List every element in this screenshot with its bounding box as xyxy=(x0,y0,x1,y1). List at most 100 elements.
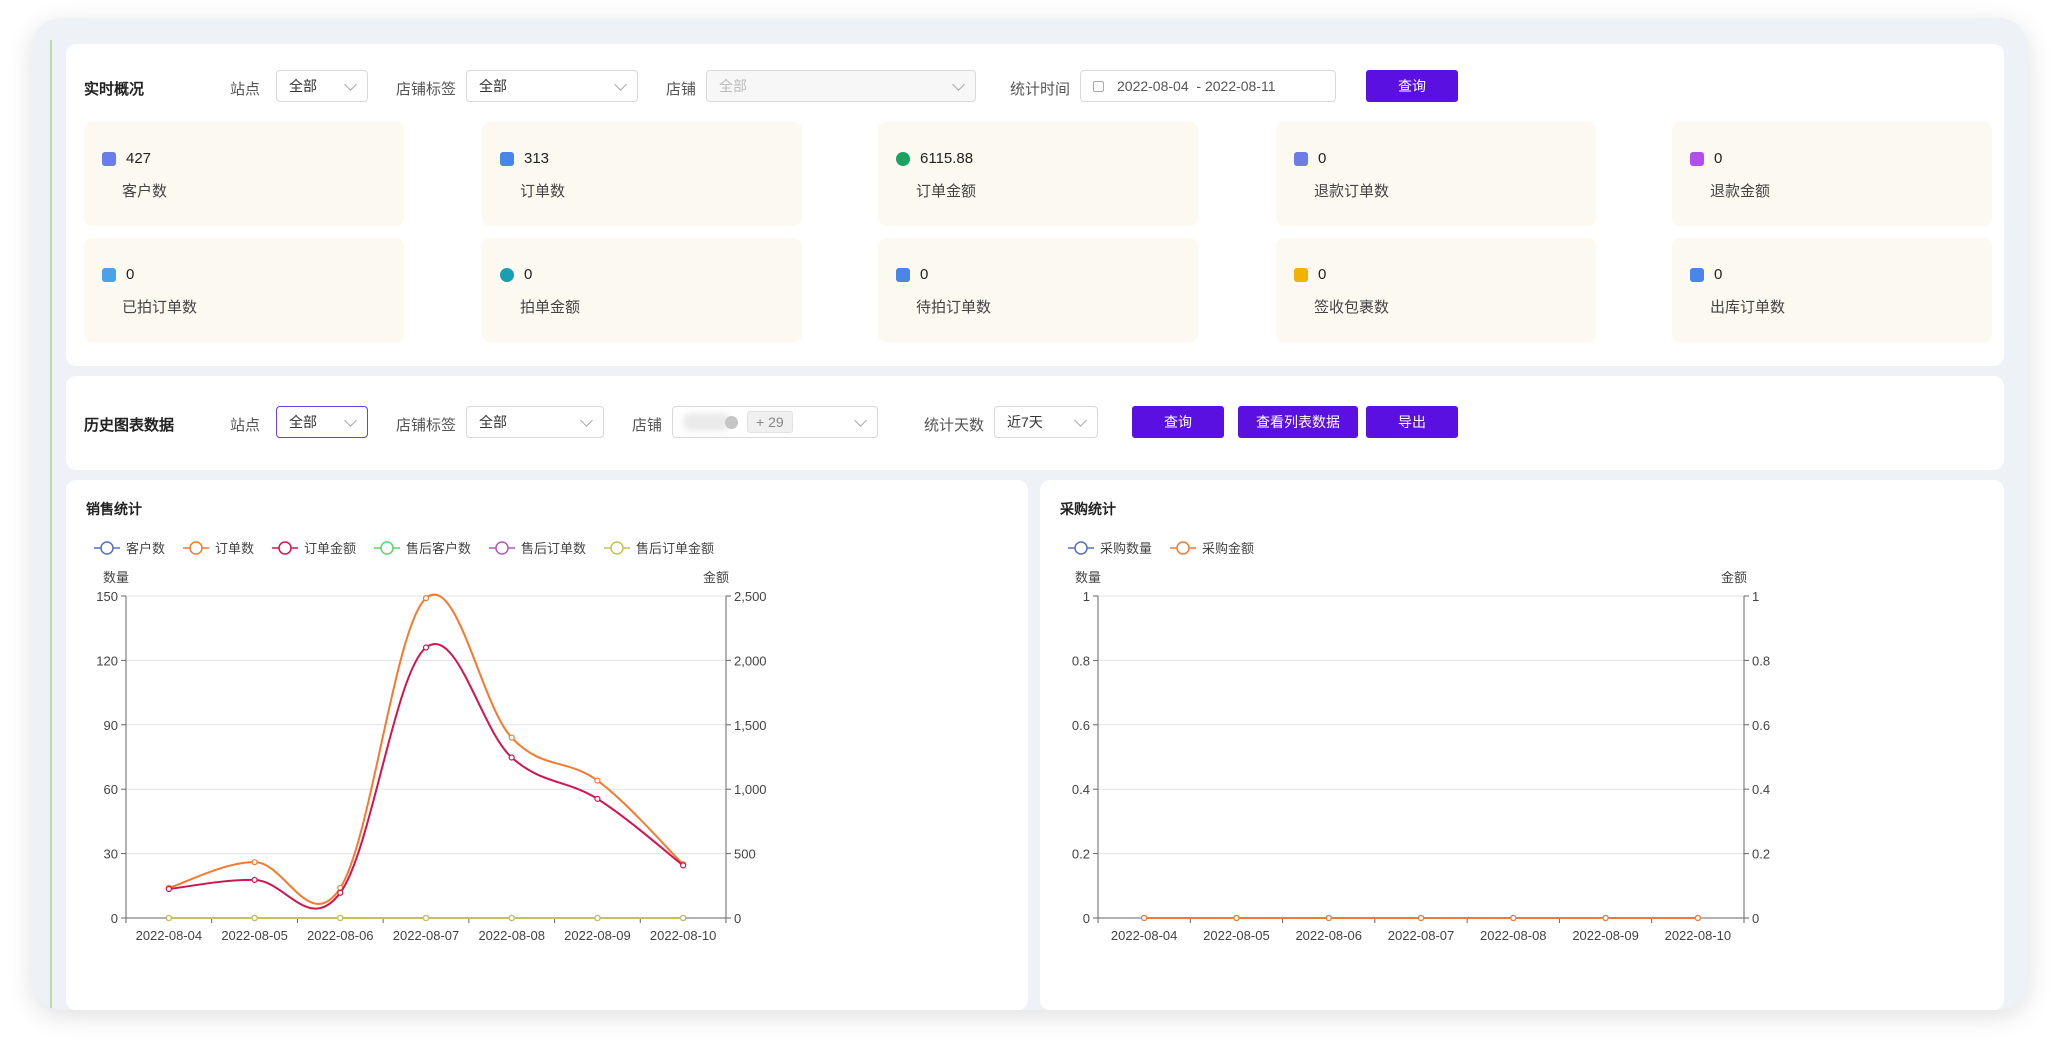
stat-card: 0 退款订单数 xyxy=(1276,122,1596,226)
history-shop-label: 店铺 xyxy=(632,417,663,434)
stat-value: 0 xyxy=(1318,266,1327,283)
legend-item[interactable]: 客户数 xyxy=(94,541,165,556)
x-tick-label: 2022-08-06 xyxy=(307,928,374,943)
legend-item[interactable]: 采购数量 xyxy=(1068,541,1152,556)
days-label: 统计天数 xyxy=(924,417,985,434)
shop-tag-select-value: 全部 xyxy=(479,78,507,94)
legend-label: 售后客户数 xyxy=(406,541,471,556)
sales-chart-panel: 销售统计 客户数 订单数 订单金额 售后客户数 售后订单数 售后订单金额 数量 金额 0 0 30 50… xyxy=(66,480,1028,1010)
stat-card: 0 出库订单数 xyxy=(1672,238,1992,342)
time-label: 统计时间 xyxy=(1010,81,1071,98)
chart-title: 采购统计 xyxy=(1059,501,1116,517)
data-point xyxy=(165,885,172,893)
app-frame: 实时概况 站点 全部 店铺标签 全部 店铺 全部 统计时间 2022-08-04… xyxy=(32,18,2028,1010)
realtime-title: 实时概况 xyxy=(84,81,145,98)
stat-label: 已拍订单数 xyxy=(122,299,198,316)
data-point xyxy=(251,914,258,922)
y-tick-label: 1 xyxy=(1083,589,1090,604)
y2-tick-label: 0 xyxy=(734,911,741,926)
data-point xyxy=(594,795,601,802)
date-end: 2022-08-11 xyxy=(1204,78,1276,94)
data-point xyxy=(680,862,687,869)
legend-marker xyxy=(495,541,509,555)
x-tick-label: 2022-08-05 xyxy=(221,928,287,943)
stat-label: 订单金额 xyxy=(916,183,977,200)
person-icon xyxy=(1294,268,1308,282)
data-point xyxy=(594,914,601,922)
y2-tick-label: 0.4 xyxy=(1752,782,1770,797)
y-axis-title: 数量 xyxy=(1075,570,1101,585)
y2-axis-title: 金额 xyxy=(703,570,729,585)
date-separator: - xyxy=(1196,78,1202,94)
site-select[interactable]: 全部 xyxy=(276,70,368,102)
legend-item[interactable]: 订单数 xyxy=(183,541,254,556)
shop-label: 店铺 xyxy=(666,81,697,98)
history-shop-select[interactable]: + 29 xyxy=(672,406,878,438)
history-tag-select[interactable]: 全部 xyxy=(466,406,604,438)
more-shops-tag: + 29 xyxy=(747,411,793,433)
selected-shop-tag xyxy=(683,413,731,431)
x-tick-label: 2022-08-05 xyxy=(1203,928,1270,943)
x-tick-label: 2022-08-09 xyxy=(1572,928,1639,943)
y-tick-label: 0.8 xyxy=(1072,653,1090,668)
legend-item[interactable]: 售后订单金额 xyxy=(604,541,714,556)
y-axis-title: 数量 xyxy=(103,570,129,585)
history-tag-label: 店铺标签 xyxy=(396,417,457,434)
x-tick-label: 2022-08-08 xyxy=(478,928,545,943)
stat-value: 0 xyxy=(1318,150,1327,167)
x-tick-label: 2022-08-07 xyxy=(1388,928,1455,943)
x-tick-label: 2022-08-04 xyxy=(1111,928,1178,943)
stat-label: 待拍订单数 xyxy=(916,299,992,316)
legend-item[interactable]: 售后订单数 xyxy=(489,541,586,556)
chevron-down-icon xyxy=(344,414,357,427)
history-site-select[interactable]: 全部 xyxy=(276,406,368,438)
data-point xyxy=(422,914,430,922)
dollar-icon xyxy=(896,152,910,166)
stat-value: 0 xyxy=(126,266,135,283)
report-icon xyxy=(1690,268,1704,282)
stat-card: 313 订单数 xyxy=(482,122,802,226)
site-label: 站点 xyxy=(230,81,261,98)
chevron-down-icon xyxy=(854,414,867,427)
legend-item[interactable]: 订单金额 xyxy=(272,541,356,556)
chevron-down-icon xyxy=(1074,414,1087,427)
date-range-picker[interactable]: 2022-08-04 - 2022-08-11 xyxy=(1080,70,1336,102)
stat-label: 出库订单数 xyxy=(1710,299,1786,316)
series-line xyxy=(168,643,684,910)
shop-tag-label: 店铺标签 xyxy=(396,81,457,98)
stat-value: 0 xyxy=(1714,150,1723,167)
report-icon xyxy=(896,268,910,282)
legend-label: 售后订单数 xyxy=(521,541,586,556)
legend-item[interactable]: 售后客户数 xyxy=(374,541,471,556)
x-tick-label: 2022-08-09 xyxy=(564,928,631,943)
stat-value: 0 xyxy=(920,266,929,283)
purchase-chart-panel: 采购统计 采购数量 采购金额 数量 金额 0 0 0.2 0.2 0.4 0.4 0.6 0.6 0.8 0… xyxy=(1040,480,2004,1010)
data-point xyxy=(422,644,430,651)
history-title: 历史图表数据 xyxy=(84,417,175,434)
x-tick-label: 2022-08-10 xyxy=(1665,928,1732,943)
stat-value: 427 xyxy=(126,150,152,167)
x-tick-label: 2022-08-10 xyxy=(650,928,717,943)
stat-card: 6115.88 订单金额 xyxy=(878,122,1198,226)
shop-select[interactable]: 全部 xyxy=(706,70,976,102)
days-select[interactable]: 近7天 xyxy=(994,406,1098,438)
export-button[interactable]: 导出 xyxy=(1366,406,1458,438)
dollar-icon xyxy=(500,268,514,282)
stat-card: 427 客户数 xyxy=(84,122,404,226)
stat-label: 订单数 xyxy=(520,183,566,200)
data-point xyxy=(165,914,172,922)
legend-label: 订单金额 xyxy=(304,541,356,556)
remove-tag-icon[interactable] xyxy=(725,416,738,429)
view-list-button[interactable]: 查看列表数据 xyxy=(1238,406,1358,438)
history-site-label: 站点 xyxy=(230,417,261,434)
history-query-button[interactable]: 查询 xyxy=(1132,406,1224,438)
y2-tick-label: 500 xyxy=(734,847,756,862)
realtime-query-button[interactable]: 查询 xyxy=(1366,70,1458,102)
chart-title: 销售统计 xyxy=(86,501,142,517)
legend-item[interactable]: 采购金额 xyxy=(1170,541,1254,556)
x-tick-label: 2022-08-07 xyxy=(393,928,460,943)
history-panel: 历史图表数据 站点 全部 店铺标签 全部 店铺 + 29 统计天数 近7天 xyxy=(66,376,2004,470)
shop-tag-select[interactable]: 全部 xyxy=(466,70,638,102)
data-point xyxy=(594,777,601,784)
document-icon xyxy=(500,152,514,166)
